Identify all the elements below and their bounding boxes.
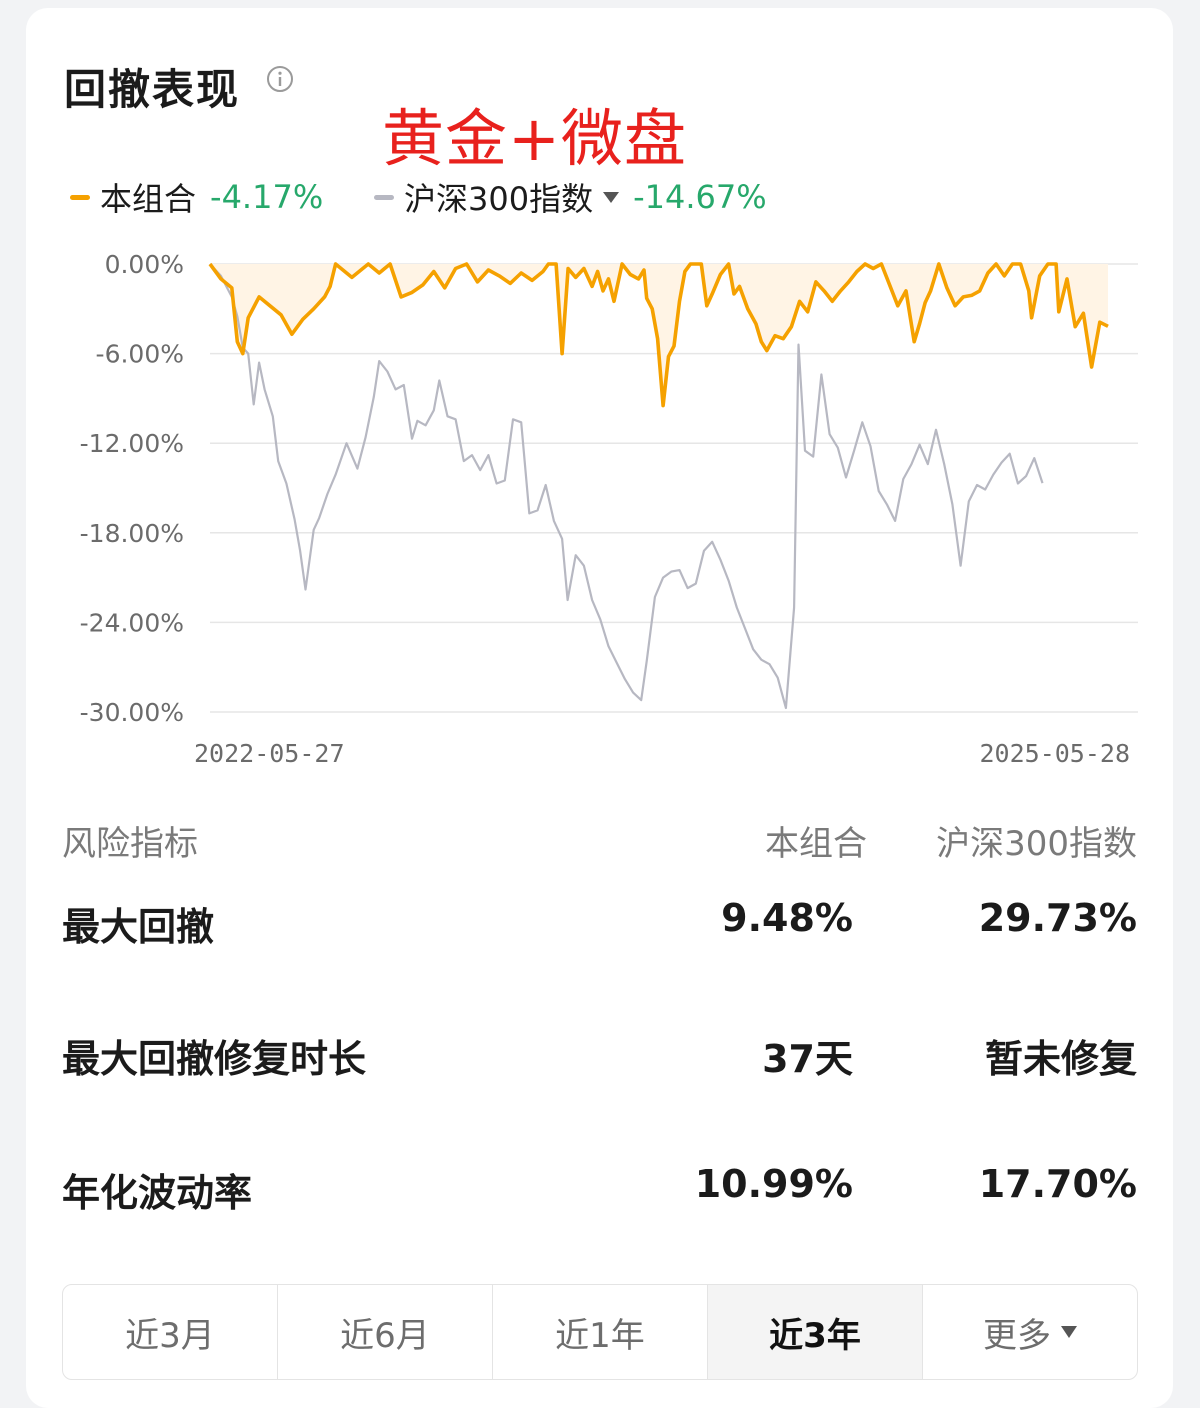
metric-label-recovery-time: 最大回撤修复时长 — [62, 1037, 367, 1081]
metrics-header-label: 风险指标 — [62, 824, 198, 864]
tab-label: 近1年 — [555, 1315, 645, 1356]
tab-label: 近3月 — [125, 1315, 215, 1356]
index-legend-value: -14.67% — [633, 178, 767, 216]
y-tick-label: -18.00% — [80, 519, 184, 548]
tab-more[interactable]: 更多 — [923, 1285, 1137, 1379]
y-tick-label: -24.00% — [80, 608, 184, 637]
metric-label-max-drawdown: 最大回撤 — [62, 905, 215, 949]
tab-3-months[interactable]: 近3月 — [63, 1285, 278, 1379]
metrics-header-portfolio: 本组合 — [765, 824, 867, 864]
y-tick-label: -12.00% — [80, 429, 184, 458]
index-legend-label[interactable]: 沪深300指数 — [404, 180, 594, 218]
tab-1-year[interactable]: 近1年 — [493, 1285, 708, 1379]
portfolio-legend-label: 本组合 — [100, 180, 197, 218]
index-dropdown-caret-icon[interactable] — [603, 191, 620, 203]
tab-3-years[interactable]: 近3年 — [708, 1285, 923, 1379]
tab-label: 近6月 — [340, 1315, 430, 1356]
portfolio-area — [210, 264, 1108, 406]
metric-index-volatility: 17.70% — [978, 1162, 1137, 1206]
metrics-header-index: 沪深300指数 — [936, 824, 1137, 864]
metric-portfolio-volatility: 10.99% — [694, 1162, 853, 1206]
metric-index-max-drawdown: 29.73% — [978, 896, 1137, 940]
y-tick-label: 0.00% — [105, 250, 184, 279]
x-tick-label: 2025-05-28 — [979, 739, 1130, 768]
portfolio-legend-value: -4.17% — [210, 178, 324, 216]
metric-index-recovery-time: 暂未修复 — [984, 1037, 1137, 1081]
legend-index[interactable]: 沪深300指数 -14.67% — [374, 174, 767, 220]
drawdown-chart: 0.00% -6.00% -12.00% -18.00% -24.00% -30.00% 2… — [80, 250, 1138, 768]
index-legend-swatch — [374, 194, 394, 200]
x-tick-label: 2022-05-27 — [194, 739, 345, 768]
legend-portfolio: 本组合 -4.17% — [70, 174, 323, 220]
tab-label: 更多 — [983, 1315, 1051, 1356]
tab-label: 近3年 — [769, 1315, 861, 1356]
index-line — [209, 263, 1044, 710]
tab-6-months[interactable]: 近6月 — [278, 1285, 493, 1379]
period-tabs: 近3月 近6月 近1年 近3年 更多 — [62, 1284, 1138, 1380]
portfolio-line — [208, 262, 1109, 408]
metric-label-volatility: 年化波动率 — [62, 1171, 253, 1215]
annotation-text: 黄金+微盘 — [382, 102, 687, 175]
y-tick-label: -30.00% — [80, 698, 184, 727]
page-title: 回撤表现 — [64, 65, 241, 114]
metric-portfolio-recovery-time: 37天 — [762, 1037, 853, 1081]
drawdown-card: 回撤表现 黄金+微盘 本组合 -4.17% 沪深300指数 -14.67% 0.… — [26, 8, 1173, 1408]
more-dropdown-caret-icon[interactable] — [1061, 1326, 1077, 1338]
metric-portfolio-max-drawdown: 9.48% — [721, 896, 853, 940]
info-icon[interactable] — [266, 65, 294, 93]
y-tick-label: -6.00% — [96, 340, 184, 369]
portfolio-legend-swatch — [70, 194, 90, 200]
